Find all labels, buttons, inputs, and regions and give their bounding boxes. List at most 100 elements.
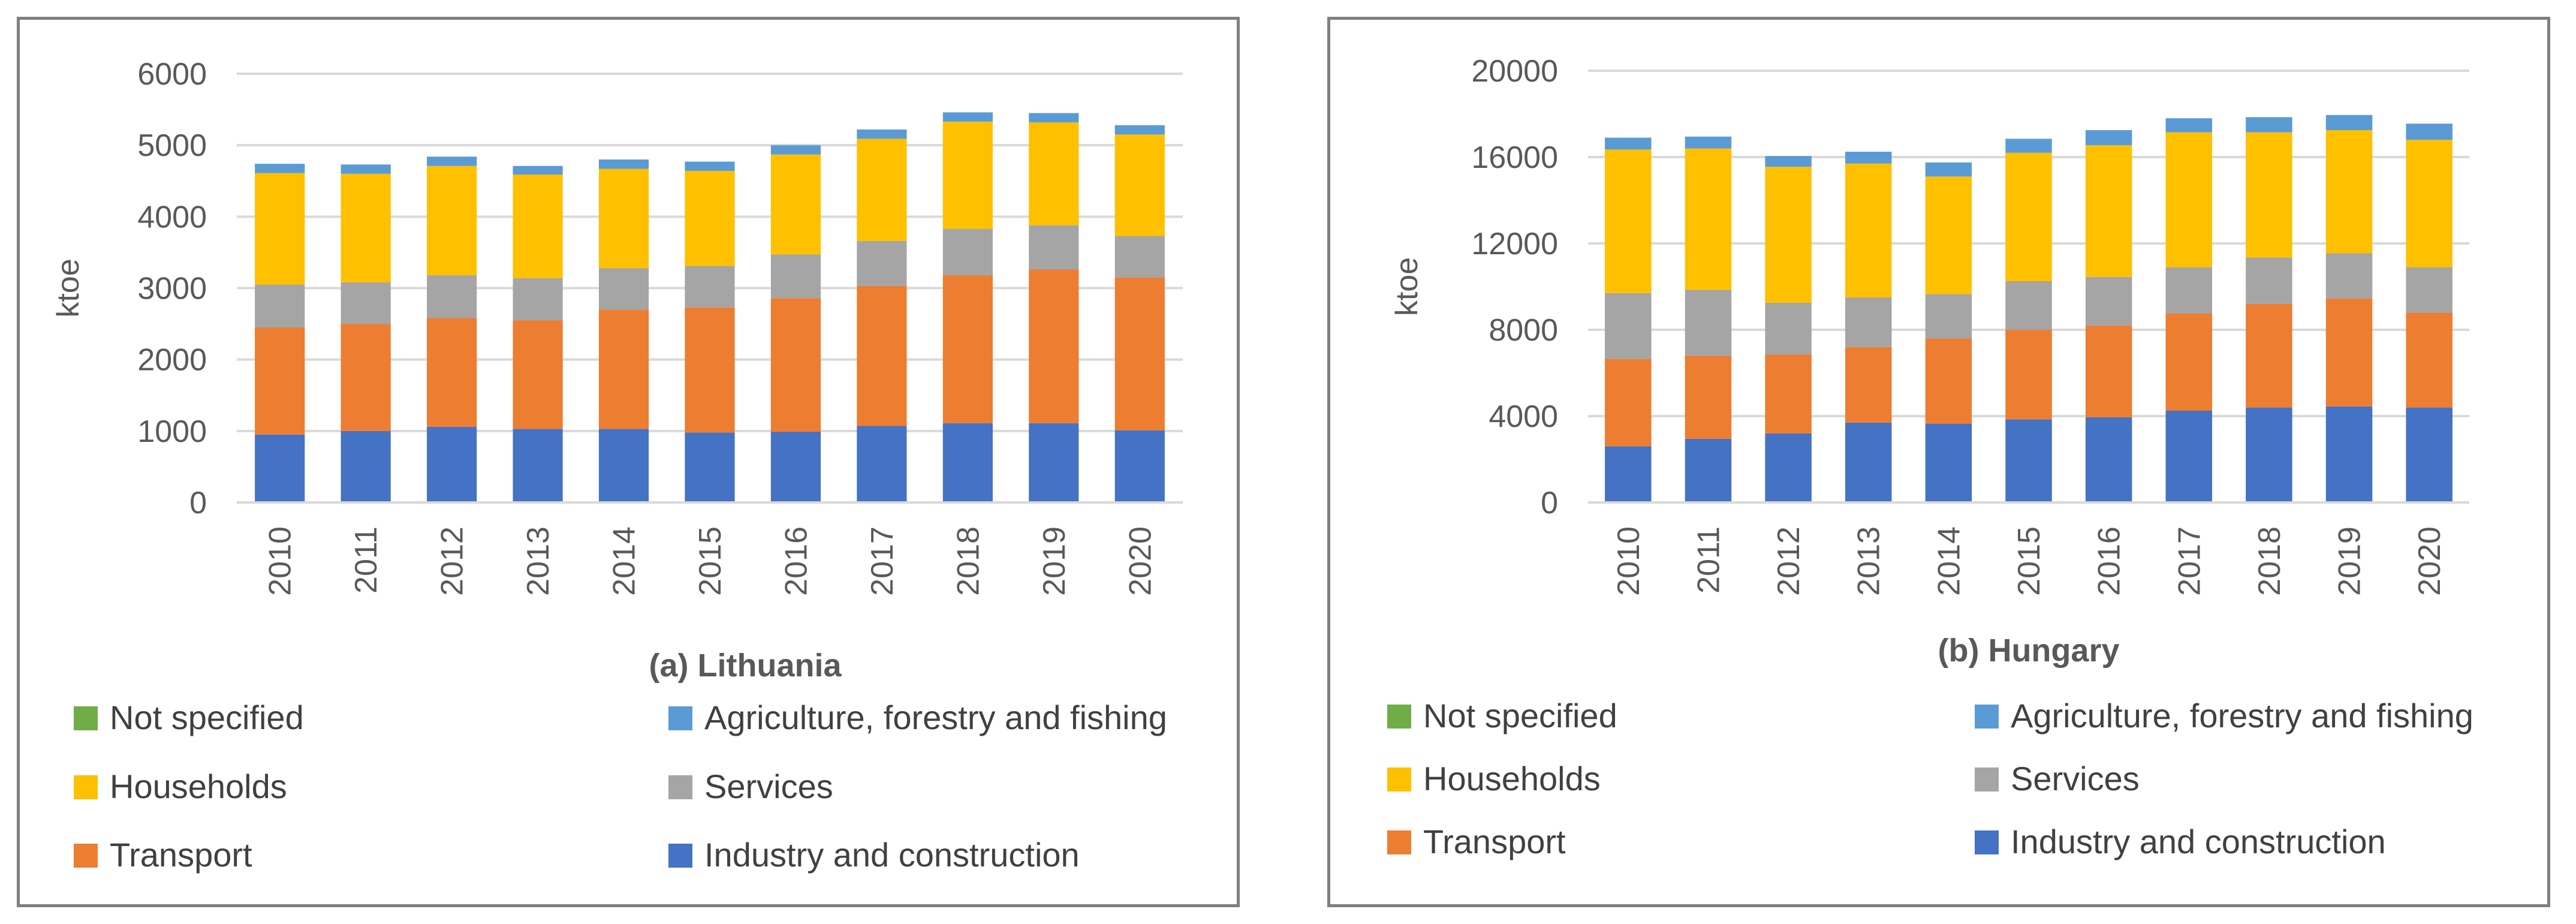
hungary-y-tick-label: 0 [1541, 486, 1558, 520]
hungary-bar-services-2017 [2165, 267, 2213, 314]
lithuania-bar-transport-2012 [427, 318, 477, 427]
lithuania-bar-industry-and-construction-2013 [513, 429, 563, 502]
lithuania-bar-households-2010 [255, 173, 305, 285]
hungary-bar-industry-and-construction-2016 [2085, 417, 2132, 502]
lithuania-bar-agriculture-forestry-and-fishing-2013 [513, 165, 563, 175]
lithuania-bar-industry-and-construction-2020 [1114, 430, 1165, 502]
lithuania-chart-svg: 0 1000 2000 3000 4000 5000 6000 ktoe 2010 2011 201… [51, 57, 1183, 874]
hungary-bar-services-2011 [1685, 290, 1732, 356]
hungary-bar-transport-2012 [1765, 354, 1812, 434]
lithuania-y-tick-label: 3000 [137, 272, 207, 306]
lithuania-bar-industry-and-construction-2015 [685, 432, 735, 502]
lithuania-bar-transport-2017 [857, 285, 907, 426]
hungary-bar-industry-and-construction-2019 [2325, 406, 2373, 502]
lithuania-bar-industry-and-construction-2018 [942, 423, 993, 502]
lithuania-legend-swatch [74, 706, 98, 730]
hungary-bar-transport-2015 [2005, 330, 2052, 420]
lithuania-y-tick-label: 0 [189, 486, 207, 520]
hungary-bar-services-2019 [2325, 253, 2373, 299]
lithuania-bar-transport-2010 [255, 327, 305, 435]
lithuania-bar-transport-2014 [598, 309, 649, 429]
hungary-legend-swatch [1975, 830, 1999, 854]
hungary-x-tick-label: 2011 [1691, 526, 1726, 594]
hungary-bar-industry-and-construction-2015 [2005, 419, 2052, 502]
hungary-x-tick-label: 2015 [2012, 526, 2047, 596]
hungary-x-tick-label: 2014 [1932, 526, 1966, 596]
lithuania-bar-agriculture-forestry-and-fishing-2014 [598, 159, 649, 169]
lithuania-y-tick-label: 6000 [137, 57, 207, 92]
lithuania-bar-households-2016 [770, 154, 821, 255]
lithuania-x-tick-label: 2017 [865, 526, 900, 596]
hungary-bar-transport-2011 [1685, 356, 1732, 439]
hungary-bar-households-2010 [1605, 149, 1652, 293]
hungary-x-tick-label: 2019 [2333, 526, 2367, 596]
hungary-bar-transport-2014 [1925, 338, 1972, 424]
lithuania-bar-transport-2020 [1114, 277, 1165, 431]
hungary-y-tick-label: 4000 [1489, 399, 1558, 434]
hungary-bar-households-2012 [1765, 167, 1812, 303]
lithuania-bar-agriculture-forestry-and-fishing-2011 [341, 164, 391, 174]
hungary-bar-transport-2017 [2165, 314, 2213, 411]
lithuania-bar-households-2019 [1029, 122, 1079, 225]
lithuania-bar-services-2011 [341, 282, 391, 324]
hungary-bar-households-2013 [1845, 163, 1892, 297]
lithuania-legend-label: Services [704, 768, 833, 805]
hungary-legend-swatch [1387, 830, 1411, 854]
lithuania-bar-industry-and-construction-2016 [770, 432, 821, 502]
hungary-bar-agriculture-forestry-and-fishing-2019 [2325, 115, 2373, 130]
lithuania-bar-agriculture-forestry-and-fishing-2012 [427, 156, 477, 166]
lithuania-x-tick-label: 2018 [951, 526, 986, 596]
lithuania-y-tick-label: 1000 [137, 414, 207, 449]
hungary-bar-agriculture-forestry-and-fishing-2012 [1765, 156, 1812, 167]
lithuania-bar-households-2012 [427, 165, 477, 276]
hungary-legend-label: Agriculture, forestry and fishing [2011, 697, 2473, 735]
hungary-legend-swatch [1387, 768, 1411, 791]
lithuania-legend-label: Agriculture, forestry and fishing [704, 699, 1167, 736]
hungary-bar-households-2017 [2165, 132, 2213, 267]
hungary-bar-industry-and-construction-2014 [1925, 423, 1972, 502]
lithuania-x-tick-label: 2011 [349, 526, 384, 594]
lithuania-legend-label: Households [110, 768, 287, 805]
hungary-bar-transport-2019 [2325, 298, 2373, 407]
hungary-bar-households-2014 [1925, 176, 1972, 294]
lithuania-bar-services-2015 [685, 266, 735, 308]
lithuania-bar-agriculture-forestry-and-fishing-2015 [685, 161, 735, 171]
hungary-bar-households-2016 [2085, 145, 2132, 277]
lithuania-bar-agriculture-forestry-and-fishing-2017 [857, 129, 907, 139]
hungary-bar-services-2010 [1605, 293, 1652, 359]
lithuania-bar-households-2018 [942, 121, 993, 229]
lithuania-legend-label: Industry and construction [704, 836, 1080, 874]
lithuania-x-tick-label: 2010 [263, 526, 298, 596]
lithuania-bar-agriculture-forestry-and-fishing-2018 [942, 112, 993, 122]
hungary-legend-label: Households [1423, 760, 1601, 797]
hungary-bar-agriculture-forestry-and-fishing-2010 [1605, 137, 1652, 150]
hungary-bar-industry-and-construction-2020 [2406, 407, 2453, 502]
lithuania-bar-agriculture-forestry-and-fishing-2016 [770, 145, 821, 155]
lithuania-bar-services-2010 [255, 284, 305, 328]
lithuania-x-tick-label: 2020 [1123, 526, 1158, 596]
hungary-bar-agriculture-forestry-and-fishing-2018 [2246, 117, 2292, 133]
lithuania-bar-transport-2013 [513, 320, 563, 429]
hungary-bar-industry-and-construction-2012 [1765, 433, 1812, 502]
lithuania-legend-swatch [668, 775, 692, 799]
lithuania-bar-households-2011 [341, 173, 391, 282]
hungary-bar-agriculture-forestry-and-fishing-2013 [1845, 152, 1892, 164]
hungary-bar-agriculture-forestry-and-fishing-2016 [2085, 130, 2132, 146]
hungary-bar-agriculture-forestry-and-fishing-2014 [1925, 162, 1972, 177]
hungary-x-tick-label: 2016 [2092, 526, 2127, 596]
lithuania-bar-industry-and-construction-2012 [427, 426, 477, 502]
lithuania-legend-swatch [668, 844, 692, 868]
lithuania-x-tick-label: 2016 [779, 526, 814, 596]
lithuania-bar-households-2017 [857, 139, 907, 241]
hungary-legend-swatch [1975, 705, 1999, 729]
hungary-y-tick-label: 8000 [1489, 313, 1558, 348]
lithuania-legend-label: Not specified [110, 699, 304, 736]
hungary-bar-services-2014 [1925, 294, 1972, 339]
hungary-bar-transport-2018 [2246, 303, 2292, 408]
lithuania-bar-services-2019 [1029, 225, 1079, 270]
lithuania-y-tick-label: 5000 [137, 128, 207, 163]
lithuania-bar-services-2014 [598, 268, 649, 310]
lithuania-bar-households-2013 [513, 174, 563, 278]
hungary-y-axis-label: ktoe [1390, 257, 1424, 316]
hungary-bar-services-2020 [2406, 267, 2453, 313]
